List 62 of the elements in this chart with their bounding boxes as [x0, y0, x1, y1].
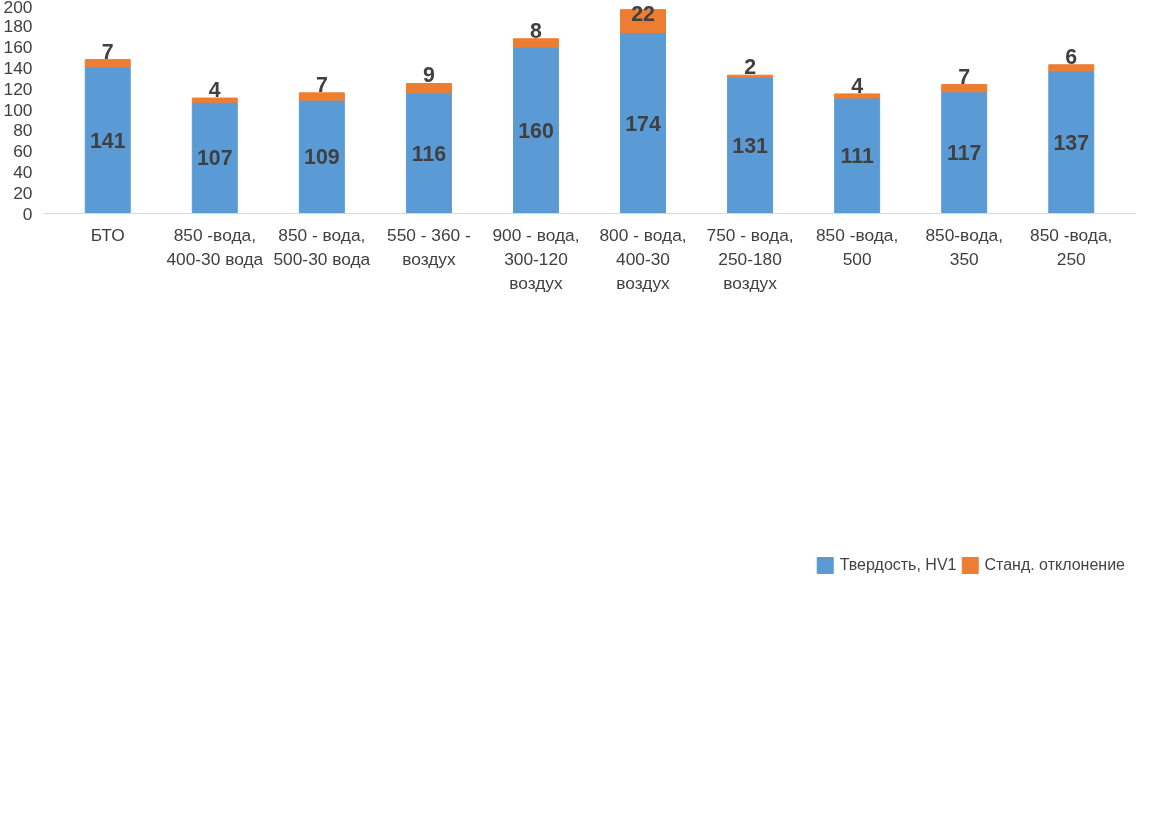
- y-tick-label: 180: [3, 16, 33, 37]
- data-label: 2: [744, 55, 757, 80]
- data-label: 174: [625, 111, 661, 136]
- data-label: 8: [530, 18, 543, 43]
- data-label: 131: [732, 133, 769, 158]
- y-tick-label: 100: [3, 99, 33, 120]
- data-label: 7: [315, 72, 328, 97]
- x-tick-label: 900 - вода, 300-120 воздух: [492, 224, 580, 293]
- y-tick-label: 200: [3, 0, 33, 17]
- x-tick-label: 800 - вода, 400-30 воздух: [599, 224, 687, 293]
- bar: [1048, 64, 1095, 72]
- data-label: 160: [518, 118, 554, 143]
- data-label: 117: [947, 141, 982, 166]
- x-tick-label: 850 -вода, 400-30 вода: [166, 224, 264, 269]
- bar: [512, 38, 559, 48]
- data-label: 9: [422, 63, 435, 88]
- bar: [512, 46, 559, 214]
- data-label: 4: [208, 78, 221, 103]
- bar: [727, 76, 774, 214]
- y-tick-label: 140: [3, 57, 33, 78]
- data-label: 111: [840, 144, 874, 169]
- y-tick-label: 60: [13, 141, 33, 162]
- bar: [941, 91, 988, 214]
- data-label: 141: [89, 128, 126, 153]
- bar: [191, 97, 238, 103]
- x-tick-label: 850 -вода, 250: [1030, 224, 1113, 269]
- bar: [84, 66, 131, 214]
- data-label: 7: [958, 64, 971, 89]
- bar: [298, 99, 345, 214]
- y-tick-label: 0: [22, 203, 33, 224]
- bar: [834, 97, 881, 214]
- bar: [941, 84, 988, 93]
- bar: [405, 83, 452, 94]
- data-label: 6: [1065, 44, 1078, 69]
- bar: [1048, 70, 1095, 214]
- x-tick-label: 850-вода, 350: [925, 224, 1003, 269]
- bar: [727, 74, 774, 78]
- y-tick-label: 160: [3, 37, 33, 58]
- data-label: 109: [304, 145, 340, 170]
- y-tick-label: 40: [13, 161, 33, 182]
- bar: [405, 92, 452, 214]
- bar: [834, 93, 881, 99]
- data-label: 107: [197, 146, 233, 171]
- bar: [191, 101, 238, 214]
- data-label: 7: [101, 39, 114, 64]
- bar: [620, 32, 667, 214]
- x-tick-label: 850 -вода, 500: [815, 224, 899, 269]
- bar: [298, 92, 345, 101]
- x-tick-label: 850 - вода, 500-30 вода: [273, 224, 371, 269]
- data-label: 116: [411, 141, 447, 166]
- y-tick-label: 120: [3, 78, 33, 99]
- data-label: 4: [851, 73, 864, 98]
- legend-label: Твердость, HV1: [839, 556, 957, 574]
- legend-label: Станд. отклонение: [984, 556, 1125, 574]
- data-label: 22: [631, 2, 655, 27]
- bar: [84, 59, 131, 68]
- y-tick-label: 80: [13, 120, 33, 141]
- x-tick-label: 550 - 360 - воздух: [387, 224, 471, 269]
- data-label: 137: [1053, 130, 1090, 155]
- y-tick-label: 20: [13, 182, 33, 203]
- x-tick-label: БТО: [90, 224, 125, 245]
- x-tick-label: 750 - вода, 250-180 воздух: [706, 224, 794, 293]
